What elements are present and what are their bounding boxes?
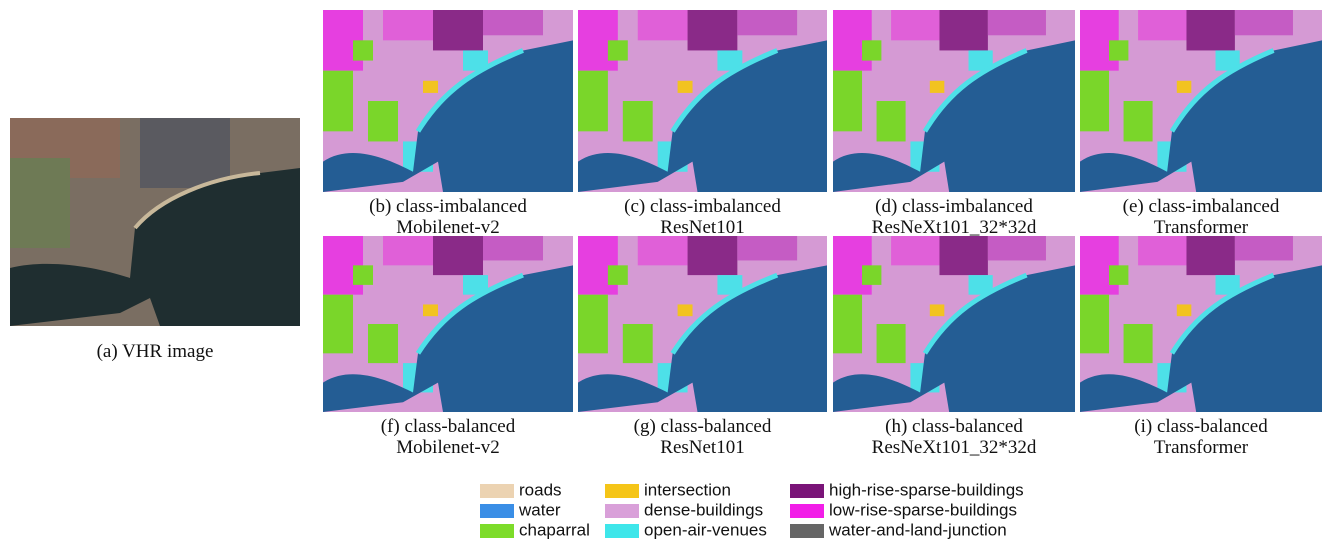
segmentation-map (1080, 10, 1322, 192)
legend-swatch (790, 504, 824, 518)
legend-label: intersection (644, 480, 731, 499)
legend-label: chaparral (519, 520, 590, 539)
legend-label: roads (519, 480, 562, 499)
caption: (e) class-imbalanced (1123, 196, 1280, 217)
legend-label: open-air-venues (644, 520, 767, 539)
caption: (b) class-imbalanced (369, 196, 527, 217)
legend-swatch (605, 504, 639, 518)
caption: Mobilenet-v2 (396, 437, 499, 458)
caption: (h) class-balanced (885, 416, 1023, 437)
caption: (f) class-balanced (381, 416, 516, 437)
caption: (i) class-balanced (1134, 416, 1268, 437)
segmentation-map (833, 10, 1075, 192)
caption: Transformer (1154, 437, 1249, 458)
legend-swatch (480, 504, 514, 518)
caption: ResNeXt101_32*32d (872, 217, 1037, 238)
legend-swatch (790, 484, 824, 498)
segmentation-map (1080, 236, 1322, 412)
legend-swatch (790, 524, 824, 538)
caption: ResNeXt101_32*32d (872, 437, 1037, 458)
caption: (c) class-imbalanced (624, 196, 781, 217)
vhr-image (10, 118, 300, 326)
caption: (d) class-imbalanced (875, 196, 1033, 217)
legend-label: high-rise-sparse-buildings (829, 480, 1024, 499)
segmentation-map (323, 236, 573, 412)
caption: ResNet101 (660, 437, 744, 458)
caption: (a) VHR image (97, 341, 214, 362)
segmentation-map (578, 236, 827, 412)
legend-label: water-and-land-junction (828, 520, 1007, 539)
segmentation-map (578, 10, 827, 192)
caption: ResNet101 (660, 217, 744, 238)
legend-label: water (518, 500, 561, 519)
legend-swatch (480, 484, 514, 498)
legend-swatch (605, 524, 639, 538)
legend-swatch (480, 524, 514, 538)
segmentation-map (833, 236, 1075, 412)
legend-swatch (605, 484, 639, 498)
caption: Transformer (1154, 217, 1249, 238)
segmentation-map (323, 10, 573, 192)
legend-label: low-rise-sparse-buildings (829, 500, 1017, 519)
legend-label: dense-buildings (644, 500, 763, 519)
caption: Mobilenet-v2 (396, 217, 499, 238)
caption: (g) class-balanced (634, 416, 772, 437)
